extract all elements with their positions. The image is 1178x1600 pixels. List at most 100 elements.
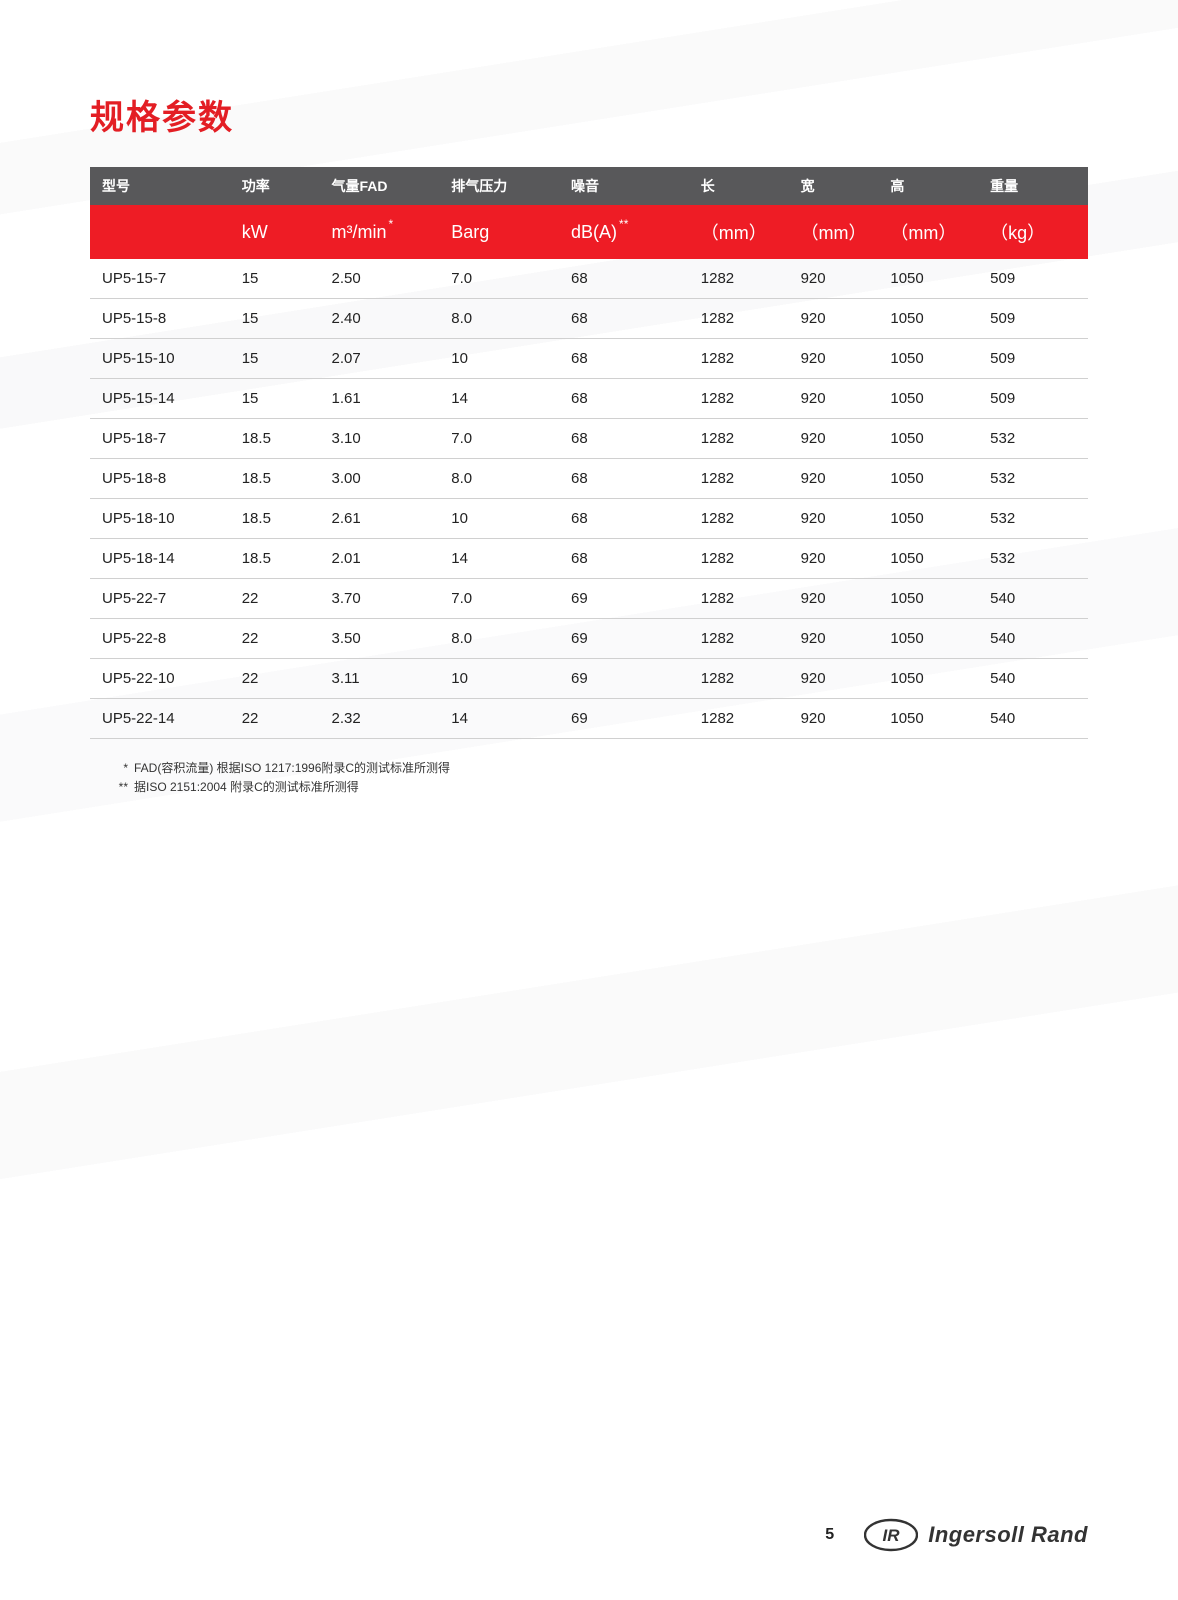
table-cell: 8.0 [439,619,559,659]
col-model: 型号 [90,167,230,205]
table-row: UP5-22-14222.32146912829201050540 [90,699,1088,739]
table-cell: 18.5 [230,419,320,459]
table-cell: 920 [789,419,879,459]
table-cell: 920 [789,259,879,299]
table-header-labels: 型号 功率 气量FAD 排气压力 噪音 长 宽 高 重量 [90,167,1088,205]
table-cell: UP5-22-7 [90,579,230,619]
table-cell: 7.0 [439,579,559,619]
table-body: UP5-15-7152.507.06812829201050509UP5-15-… [90,259,1088,739]
table-cell: 69 [559,699,689,739]
table-cell: 18.5 [230,539,320,579]
table-cell: 920 [789,379,879,419]
table-cell: 920 [789,339,879,379]
table-row: UP5-22-7223.707.06912829201050540 [90,579,1088,619]
table-cell: 2.40 [320,299,440,339]
table-cell: 1282 [689,499,789,539]
table-cell: 14 [439,699,559,739]
table-cell: 509 [978,299,1088,339]
table-cell: 1282 [689,459,789,499]
page-footer: 5 IR Ingersoll Rand [825,1518,1088,1552]
table-cell: 68 [559,299,689,339]
table-cell: 8.0 [439,299,559,339]
col-fad: 气量FAD [320,167,440,205]
table-cell: 3.10 [320,419,440,459]
table-row: UP5-18-818.53.008.06812829201050532 [90,459,1088,499]
col-width: 宽 [789,167,879,205]
unit-length: （mm） [689,205,789,259]
table-row: UP5-22-10223.11106912829201050540 [90,659,1088,699]
brand-logo: IR Ingersoll Rand [864,1518,1088,1552]
table-cell: 1050 [878,539,978,579]
table-cell: 68 [559,499,689,539]
table-cell: 1050 [878,379,978,419]
table-row: UP5-15-14151.61146812829201050509 [90,379,1088,419]
table-cell: UP5-22-10 [90,659,230,699]
table-cell: 540 [978,579,1088,619]
unit-power: kW [230,205,320,259]
table-row: UP5-18-718.53.107.06812829201050532 [90,419,1088,459]
table-cell: 509 [978,259,1088,299]
table-cell: 540 [978,699,1088,739]
table-cell: 532 [978,459,1088,499]
table-cell: UP5-15-14 [90,379,230,419]
unit-height: （mm） [878,205,978,259]
col-height: 高 [878,167,978,205]
table-cell: 2.01 [320,539,440,579]
table-cell: UP5-18-14 [90,539,230,579]
table-cell: 69 [559,619,689,659]
table-cell: 2.50 [320,259,440,299]
table-row: UP5-15-7152.507.06812829201050509 [90,259,1088,299]
table-cell: 920 [789,579,879,619]
table-cell: 1050 [878,339,978,379]
table-cell: 540 [978,619,1088,659]
table-cell: 509 [978,379,1088,419]
table-cell: 1282 [689,259,789,299]
table-cell: 920 [789,539,879,579]
table-cell: 68 [559,339,689,379]
table-cell: 1282 [689,339,789,379]
ir-logo-icon: IR [864,1518,918,1552]
table-cell: 15 [230,299,320,339]
table-cell: 1050 [878,299,978,339]
unit-weight: （kg） [978,205,1088,259]
table-cell: 1282 [689,659,789,699]
unit-noise: dB(A)** [559,205,689,259]
table-cell: 14 [439,539,559,579]
table-cell: 2.32 [320,699,440,739]
table-cell: 920 [789,619,879,659]
table-cell: 920 [789,659,879,699]
table-cell: 1050 [878,419,978,459]
table-cell: UP5-15-8 [90,299,230,339]
table-cell: UP5-18-8 [90,459,230,499]
table-cell: UP5-15-10 [90,339,230,379]
table-cell: 1282 [689,299,789,339]
table-cell: 509 [978,339,1088,379]
table-cell: 69 [559,659,689,699]
table-cell: 1.61 [320,379,440,419]
table-cell: UP5-22-14 [90,699,230,739]
table-cell: 22 [230,659,320,699]
table-cell: 10 [439,499,559,539]
table-cell: 920 [789,499,879,539]
table-cell: 1050 [878,659,978,699]
unit-pressure: Barg [439,205,559,259]
table-header-units: kW m³/min* Barg dB(A)** （mm） （mm） （mm） （… [90,205,1088,259]
table-cell: 68 [559,539,689,579]
spec-table: 型号 功率 气量FAD 排气压力 噪音 长 宽 高 重量 kW m³/min* … [90,167,1088,739]
footnote-1-marker: * [104,759,128,778]
table-cell: 920 [789,459,879,499]
table-cell: 68 [559,419,689,459]
table-cell: 15 [230,379,320,419]
col-noise: 噪音 [559,167,689,205]
table-cell: 7.0 [439,419,559,459]
table-cell: 532 [978,499,1088,539]
table-cell: UP5-18-7 [90,419,230,459]
footnotes: * FAD(容积流量) 根据ISO 1217:1996附录C的测试标准所测得 *… [90,759,1088,797]
table-cell: 69 [559,579,689,619]
table-cell: 15 [230,339,320,379]
table-cell: 540 [978,659,1088,699]
col-pressure: 排气压力 [439,167,559,205]
footnote-2-marker: ** [104,778,128,797]
table-row: UP5-15-8152.408.06812829201050509 [90,299,1088,339]
table-cell: 68 [559,379,689,419]
